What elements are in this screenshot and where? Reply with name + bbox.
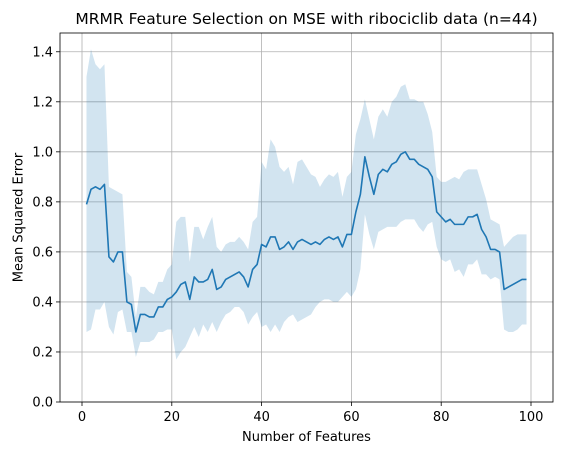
mean-mse-line <box>85 151 527 333</box>
x-tick-label: 40 <box>253 410 270 425</box>
x-tick-label: 60 <box>343 410 360 425</box>
chart-title: MRMR Feature Selection on MSE with riboc… <box>75 10 537 28</box>
grid <box>60 33 553 403</box>
y-tick-label: 1.4 <box>32 45 53 60</box>
x-axis-label: Number of Features <box>242 430 371 445</box>
x-tick-label: 0 <box>78 410 86 425</box>
std-band <box>86 49 527 360</box>
y-tick-label: 1.2 <box>32 95 53 110</box>
y-tick-label: 0.6 <box>32 245 53 260</box>
x-tick-label: 80 <box>433 410 450 425</box>
ticks: 0 20 40 60 80 100 0.0 0.2 0.4 0.6 0.8 1.0 1.2 1.4 <box>32 45 543 425</box>
x-tick-label: 20 <box>164 410 181 425</box>
y-tick-label: 0.4 <box>32 295 53 310</box>
y-tick-label: 0.2 <box>32 345 53 360</box>
x-tick-label: 100 <box>519 410 544 425</box>
y-tick-label: 0.8 <box>32 195 53 210</box>
plot-frame <box>59 32 554 403</box>
y-tick-label: 0.0 <box>32 396 53 411</box>
y-axis-label: Mean Squared Error <box>12 152 27 282</box>
y-tick-label: 1.0 <box>32 145 53 160</box>
